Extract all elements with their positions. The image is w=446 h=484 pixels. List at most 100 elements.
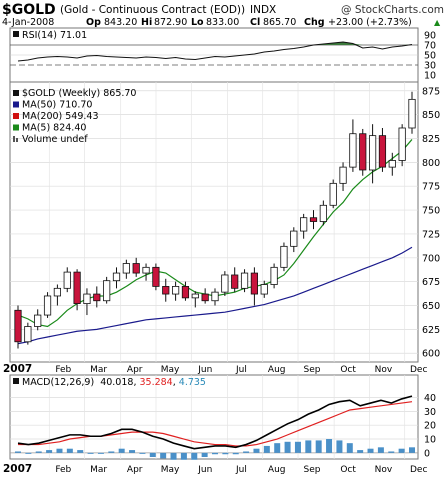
quote-close-label: Cl [250, 17, 260, 28]
candle-body [142, 266, 150, 274]
macd-histogram-bar [180, 452, 187, 460]
macd-histogram-bar [108, 451, 115, 453]
x-axis-price: 2007 Feb Mar Apr May Jun Jul Aug Sep Oct Nov Dec [3, 363, 427, 375]
candle-body [339, 166, 347, 184]
quote-low: 833.00 [206, 17, 239, 28]
macd-histogram-bar [398, 448, 405, 453]
watermark: @ StockCharts.com [341, 4, 444, 16]
quote-high-label: Hi [141, 17, 152, 28]
candle [319, 200, 327, 226]
macd-legend-sep1: , [133, 377, 139, 388]
macd-histogram-bar [149, 452, 156, 457]
candle [329, 179, 337, 209]
x-axis-year: 2007 [3, 463, 32, 475]
x-axis-month: May [161, 365, 180, 375]
candle-body [309, 217, 318, 222]
candle [231, 267, 239, 293]
macd-histogram-bar [326, 439, 333, 453]
x-axis-month: Oct [340, 465, 356, 475]
quote-open-label: Op [86, 17, 101, 28]
x-axis-month: Jul [235, 365, 247, 375]
candle [34, 309, 42, 331]
candle-body [260, 284, 268, 295]
candle-body [24, 326, 32, 343]
legend-ma50: MA(50) 710.70 [22, 100, 92, 111]
candle-body [63, 271, 71, 289]
candle-body [349, 133, 357, 168]
price-y-label: 600 [422, 349, 440, 360]
candle [280, 242, 288, 272]
legend-swatch-ma50 [13, 101, 19, 108]
macd-histogram-bar [170, 452, 177, 460]
quote-change: +23.00 (+2.73%) [328, 17, 412, 28]
macd-histogram-bar [87, 452, 94, 454]
candle [388, 152, 396, 176]
quote-close: 865.70 [263, 17, 296, 28]
x-axis-month: Nov [375, 465, 393, 475]
macd-panel: MACD(12,26,9) 40.018, 35.284, 4.735 40 30… [9, 374, 436, 460]
macd-legend-macd: 40.018 [100, 377, 133, 388]
macd-histogram-bar [388, 451, 395, 453]
candle [53, 284, 62, 306]
price-y-label: 825 [422, 134, 440, 145]
macd-y-label: 40 [424, 393, 436, 404]
price-y-label: 775 [422, 182, 440, 193]
candle [270, 263, 278, 289]
rsi-y-label: 90 [424, 31, 436, 42]
x-axis-month: Mar [90, 465, 107, 475]
macd-histogram-bar [305, 440, 312, 453]
macd-histogram-bar [46, 450, 53, 453]
macd-histogram-bar [15, 451, 21, 453]
candle [339, 162, 347, 191]
candle-body [201, 293, 209, 302]
candle-body [319, 204, 327, 222]
candle [43, 292, 52, 318]
candle [83, 288, 91, 316]
macd-histogram-bar [56, 448, 63, 453]
candle [103, 276, 111, 304]
macd-histogram-bar [263, 445, 270, 453]
candle-body [93, 293, 101, 302]
candle [349, 119, 357, 172]
price-y-label: 875 [422, 86, 440, 97]
candle [240, 269, 249, 293]
candle [368, 124, 377, 184]
legend-swatch-ma5 [13, 124, 19, 131]
rsi-legend-swatch [13, 31, 19, 37]
candle-body [83, 293, 91, 305]
candle-body [378, 135, 387, 168]
candle [290, 227, 298, 253]
x-axis-month: Feb [55, 465, 71, 475]
macd-histogram-bar [129, 450, 136, 453]
rsi-y-label: 50 [424, 51, 436, 62]
volume-legend-icon [16, 138, 18, 142]
candle-body [388, 160, 396, 168]
x-axis-month: Apr [127, 465, 143, 475]
candle [181, 281, 190, 301]
macd-legend-swatch [13, 378, 19, 384]
price-y-label: 700 [422, 253, 440, 264]
x-axis-month: Oct [340, 365, 356, 375]
x-axis-month: Aug [268, 365, 286, 375]
candle-body [103, 280, 111, 302]
quote-low-label: Lo [191, 17, 204, 28]
candle-body [152, 266, 160, 287]
macd-y-label: 30 [424, 407, 436, 418]
macd-histogram-bar [160, 452, 167, 459]
candle [122, 259, 130, 279]
x-axis-month: Jul [235, 465, 247, 475]
legend-gold: $GOLD (Weekly) 865.70 [22, 88, 136, 99]
candle [408, 91, 416, 134]
macd-histogram-bar [377, 447, 384, 453]
macd-histogram-bar [315, 440, 322, 453]
macd-histogram-bar [346, 443, 353, 453]
candle-body [112, 272, 121, 282]
macd-histogram-bar [212, 452, 218, 455]
price-y-label: 850 [422, 110, 440, 121]
macd-y-label: 10 [424, 435, 436, 446]
price-y-label: 750 [422, 206, 440, 217]
candle-body [73, 271, 81, 304]
candle-body [329, 182, 337, 206]
